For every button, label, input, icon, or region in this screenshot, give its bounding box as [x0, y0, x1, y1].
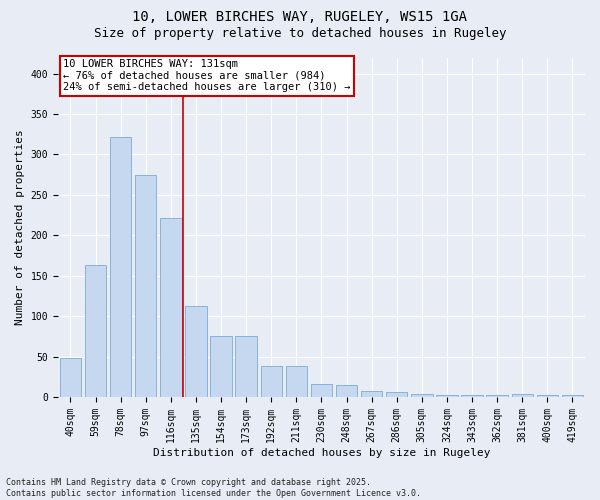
Bar	[361, 390, 382, 397]
Bar	[110, 136, 131, 397]
Bar	[336, 385, 357, 397]
Bar	[60, 358, 81, 397]
Bar	[260, 366, 282, 397]
Bar	[386, 392, 407, 397]
Bar	[235, 336, 257, 397]
Bar	[311, 384, 332, 397]
Bar	[512, 394, 533, 397]
Bar	[135, 174, 157, 397]
Bar	[185, 306, 206, 397]
Bar	[85, 265, 106, 397]
Bar	[160, 218, 182, 397]
Bar	[487, 394, 508, 397]
Y-axis label: Number of detached properties: Number of detached properties	[15, 130, 25, 325]
Bar	[461, 394, 483, 397]
Bar	[211, 336, 232, 397]
Bar	[286, 366, 307, 397]
Text: 10, LOWER BIRCHES WAY, RUGELEY, WS15 1GA: 10, LOWER BIRCHES WAY, RUGELEY, WS15 1GA	[133, 10, 467, 24]
Bar	[436, 394, 458, 397]
X-axis label: Distribution of detached houses by size in Rugeley: Distribution of detached houses by size …	[153, 448, 490, 458]
Text: Size of property relative to detached houses in Rugeley: Size of property relative to detached ho…	[94, 28, 506, 40]
Text: 10 LOWER BIRCHES WAY: 131sqm
← 76% of detached houses are smaller (984)
24% of s: 10 LOWER BIRCHES WAY: 131sqm ← 76% of de…	[63, 59, 350, 92]
Bar	[536, 394, 558, 397]
Text: Contains HM Land Registry data © Crown copyright and database right 2025.
Contai: Contains HM Land Registry data © Crown c…	[6, 478, 421, 498]
Bar	[562, 396, 583, 397]
Bar	[411, 394, 433, 397]
